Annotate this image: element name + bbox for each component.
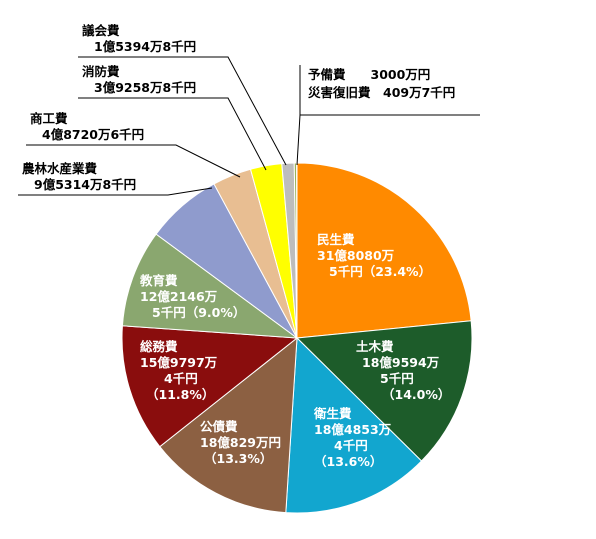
pie-slice-doboku bbox=[295, 320, 473, 462]
slice-label-line: （11.8%） bbox=[146, 387, 214, 402]
slice-label-line: 18億829万円 bbox=[200, 435, 281, 450]
pie-slice-soumu bbox=[121, 325, 299, 448]
slice-label-eisei: 衛生費 18億4853万 4千円（13.6%） bbox=[313, 406, 391, 469]
slice-label-line: 18億9594万 bbox=[362, 355, 439, 370]
pie-slice-kousai bbox=[159, 336, 298, 514]
slice-label-minsei: 民生費 31億8080万 5千円（23.4%） bbox=[317, 232, 431, 279]
slice-label-doboku: 土木費 18億9594万 5千円（14.0%） bbox=[356, 339, 450, 402]
slice-label-line: 3億9258万8千円 bbox=[94, 80, 196, 95]
slice-label-shoubou: 消防費 3億9258万8千円 bbox=[82, 64, 196, 95]
leader-line-yobi bbox=[296, 65, 301, 166]
pie-slice-kyouiku bbox=[121, 233, 299, 339]
slice-label-line: 総務費 bbox=[140, 339, 178, 354]
slice-label-line: 予備費 3000万円 bbox=[308, 67, 430, 82]
pie-slice-minsei bbox=[296, 162, 472, 339]
slice-label-line: 土木費 bbox=[356, 339, 394, 354]
slice-label-saigai: 災害復旧費 409万7千円 bbox=[307, 85, 455, 100]
leader-line-gikai bbox=[78, 56, 287, 166]
slice-labels: 民生費 31億8080万 5千円（23.4%） 土木費 18億9594万 5千円（14.0… bbox=[22, 23, 455, 469]
slice-label-nourin: 農林水産業費 9億5314万8千円 bbox=[22, 161, 136, 192]
slice-label-kousai: 公債費 18億829万円（13.3%） bbox=[200, 419, 281, 466]
slice-label-line: 12億2146万 bbox=[140, 289, 217, 304]
leader-line-nourin bbox=[18, 187, 213, 196]
slice-label-line: 4億8720万6千円 bbox=[42, 127, 144, 142]
slice-label-line: 4千円 bbox=[164, 371, 198, 386]
slice-label-line: 消防費 bbox=[82, 64, 120, 79]
slice-label-soumu: 総務費 15億9797万 4千円（11.8%） bbox=[140, 339, 217, 402]
slice-label-line: 公債費 bbox=[200, 419, 238, 434]
slice-label-line: 1億5394万8千円 bbox=[94, 39, 196, 54]
slice-label-line: 災害復旧費 409万7千円 bbox=[307, 85, 455, 100]
slice-label-line: 商工費 bbox=[30, 111, 68, 126]
slice-label-line: 5千円 bbox=[380, 371, 414, 386]
leader-lines bbox=[18, 56, 480, 196]
slice-label-gikai: 議会費 1億5394万8千円 bbox=[82, 23, 196, 54]
slice-label-line: 農林水産業費 bbox=[22, 161, 98, 176]
pie-slices bbox=[121, 162, 473, 514]
slice-label-kyouiku: 教育費 12億2146万 5千円（9.0%） bbox=[139, 273, 245, 320]
slice-label-line: （14.0%） bbox=[382, 387, 450, 402]
slice-label-line: （13.6%） bbox=[314, 454, 382, 469]
leader-line-shoubou bbox=[78, 97, 267, 171]
leader-line-shoukou bbox=[26, 144, 241, 178]
slice-label-line: 5千円（23.4%） bbox=[329, 264, 431, 279]
slice-label-yobi: 予備費 3000万円 bbox=[308, 67, 430, 82]
slice-label-line: 9億5314万8千円 bbox=[34, 177, 136, 192]
slice-label-shoukou: 商工費 4億8720万6千円 bbox=[30, 111, 144, 142]
slice-label-line: 教育費 bbox=[139, 273, 178, 288]
slice-label-line: 議会費 bbox=[82, 23, 120, 38]
slice-label-line: 15億9797万 bbox=[140, 355, 217, 370]
slice-label-line: 31億8080万 bbox=[317, 248, 394, 263]
slice-label-line: 5千円（9.0%） bbox=[152, 305, 245, 320]
slice-label-line: 18億4853万 bbox=[314, 422, 391, 437]
pie-slice-eisei bbox=[285, 336, 423, 514]
slice-label-line: （13.3%） bbox=[204, 451, 272, 466]
slice-label-line: 4千円 bbox=[334, 438, 368, 453]
slice-label-line: 民生費 bbox=[317, 232, 355, 247]
slice-label-line: 衛生費 bbox=[313, 406, 352, 421]
